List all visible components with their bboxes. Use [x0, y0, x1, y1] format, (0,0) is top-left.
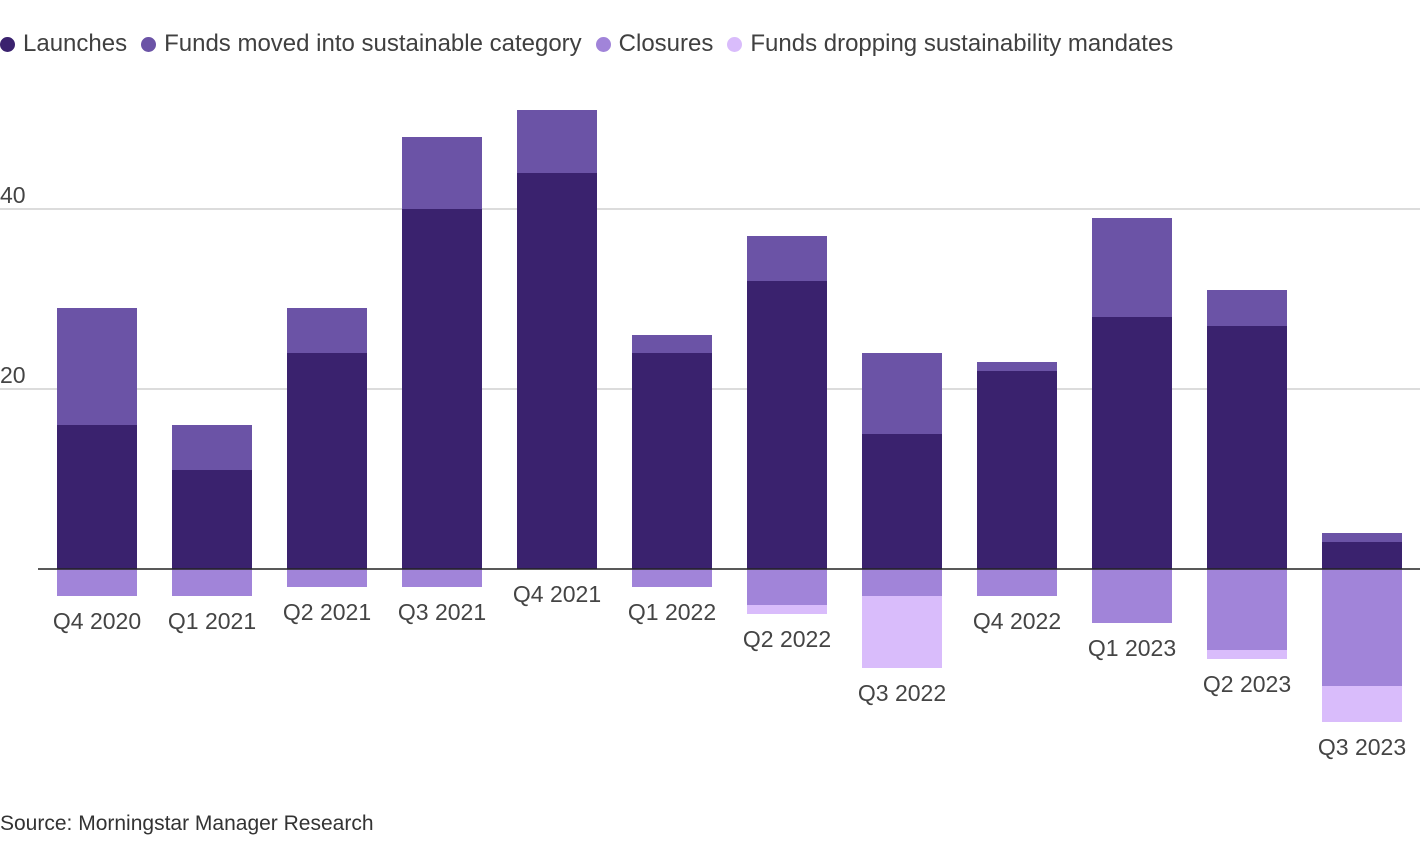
- bar-q2-2022-series-2: [747, 569, 827, 605]
- bar-q3-2022-series-1: [862, 353, 942, 434]
- x-tick-label-q2-2021: Q2 2021: [283, 599, 371, 625]
- bar-q3-2023-series-0: [1322, 542, 1402, 569]
- bar-q3-2022-series-0: [862, 434, 942, 569]
- legend-label-launches: Launches: [23, 30, 128, 57]
- bar-q3-2021-series-1: [402, 137, 482, 209]
- bar-q2-2022-series-3: [747, 605, 827, 614]
- bar-q2-2022-series-1: [747, 236, 827, 281]
- bar-q3-2021-series-2: [402, 569, 482, 587]
- bar-q4-2021-series-0: [517, 173, 597, 569]
- bar-q3-2022-series-3: [862, 596, 942, 668]
- x-tick-label-q2-2023: Q2 2023: [1203, 671, 1291, 697]
- bar-q1-2023-series-1: [1092, 218, 1172, 317]
- bar-q1-2022-series-0: [632, 353, 712, 569]
- legend-dot-closures: [595, 36, 611, 52]
- bar-q1-2021-series-2: [172, 569, 252, 596]
- source-note: Source: Morningstar Manager Research: [0, 812, 374, 835]
- bar-q4-2022-series-2: [977, 569, 1057, 596]
- bar-q1-2021-series-0: [172, 470, 252, 569]
- bar-q3-2021-series-0: [402, 209, 482, 569]
- y-tick-label-20: 20: [0, 362, 26, 388]
- x-tick-label-q3-2022: Q3 2022: [858, 680, 946, 706]
- bar-q2-2023-series-2: [1207, 569, 1287, 650]
- bar-q1-2023-series-0: [1092, 317, 1172, 569]
- bar-q3-2023-series-3: [1322, 686, 1402, 722]
- bar-q3-2023-series-1: [1322, 533, 1402, 542]
- x-tick-label-q1-2023: Q1 2023: [1088, 635, 1176, 661]
- bar-q3-2023-series-2: [1322, 569, 1402, 686]
- bar-q4-2021-series-1: [517, 110, 597, 173]
- bar-q3-2022-series-2: [862, 569, 942, 596]
- bar-q2-2021-series-2: [287, 569, 367, 587]
- legend-label-dropping: Funds dropping sustainability mandates: [750, 30, 1174, 57]
- bar-q4-2022-series-0: [977, 371, 1057, 569]
- bar-q2-2022-series-0: [747, 281, 827, 569]
- bar-q4-2020-series-0: [57, 425, 137, 569]
- x-tick-label-q4-2020: Q4 2020: [53, 608, 141, 634]
- legend-item-dropping: Funds dropping sustainability mandates: [727, 30, 1173, 58]
- x-tick-label-q2-2022: Q2 2022: [743, 626, 831, 652]
- x-tick-label-q4-2021: Q4 2021: [513, 581, 601, 607]
- bar-q2-2023-series-0: [1207, 326, 1287, 569]
- bar-q2-2023-series-3: [1207, 650, 1287, 659]
- bar-q1-2022-series-1: [632, 335, 712, 353]
- y-tick-label-40: 40: [0, 182, 26, 208]
- x-tick-label-q3-2023: Q3 2023: [1318, 734, 1406, 760]
- x-tick-label-q1-2021: Q1 2021: [168, 608, 256, 634]
- stacked-bar-chart: 20 40 Q4 2020 Q1 2021 Q2 2021 Q3 2021 Q4 2021 Q…: [0, 110, 1420, 760]
- x-tick-label-q1-2022: Q1 2022: [628, 599, 716, 625]
- bar-q4-2020-series-2: [57, 569, 137, 596]
- legend-item-launches: Launches: [0, 30, 127, 58]
- legend-label-closures: Closures: [618, 30, 714, 57]
- legend-item-closures: Closures: [595, 30, 714, 58]
- legend: Launches Funds moved into sustainable ca…: [0, 30, 1187, 58]
- bar-q2-2021-series-0: [287, 353, 367, 569]
- bar-q4-2022-series-1: [977, 362, 1057, 371]
- x-tick-label-q3-2021: Q3 2021: [398, 599, 486, 625]
- x-tick-label-q4-2022: Q4 2022: [973, 608, 1061, 634]
- legend-item-moved-in: Funds moved into sustainable category: [141, 30, 582, 58]
- legend-dot-dropping: [727, 36, 743, 52]
- bar-q2-2023-series-1: [1207, 290, 1287, 326]
- bar-q1-2023-series-2: [1092, 569, 1172, 623]
- legend-dot-launches: [0, 36, 15, 52]
- legend-dot-moved-in: [141, 36, 157, 52]
- bar-q4-2020-series-1: [57, 308, 137, 425]
- bar-q1-2021-series-1: [172, 425, 252, 470]
- bar-q2-2021-series-1: [287, 308, 367, 353]
- bar-q1-2022-series-2: [632, 569, 712, 587]
- legend-label-moved-in: Funds moved into sustainable category: [164, 30, 582, 57]
